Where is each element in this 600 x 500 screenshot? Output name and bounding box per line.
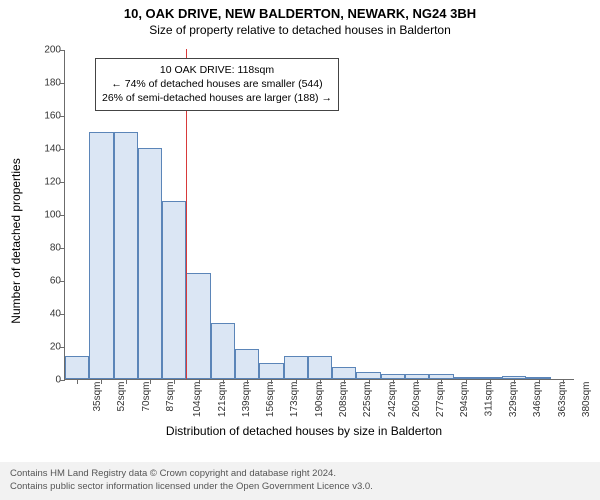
x-tick-label: 294sqm — [459, 382, 470, 418]
y-tick-mark — [60, 380, 65, 381]
x-tick-label: 104sqm — [192, 382, 203, 418]
y-tick-mark — [60, 116, 65, 117]
x-tick-label: 242sqm — [386, 382, 397, 418]
y-tick-label: 120 — [31, 177, 61, 188]
histogram-bar — [65, 356, 89, 379]
y-tick-mark — [60, 248, 65, 249]
x-tick-label: 380sqm — [581, 382, 592, 418]
x-tick-label: 173sqm — [289, 382, 300, 418]
footer-line2: Contains public sector information licen… — [10, 481, 590, 494]
x-tick-label: 70sqm — [141, 382, 152, 412]
annotation-line2: ← 74% of detached houses are smaller (54… — [102, 77, 332, 91]
x-tick-mark — [126, 379, 127, 384]
y-tick-mark — [60, 182, 65, 183]
x-tick-label: 277sqm — [435, 382, 446, 418]
x-tick-label: 363sqm — [556, 382, 567, 418]
y-tick-label: 40 — [31, 309, 61, 320]
x-tick-mark — [563, 379, 564, 384]
annotation-box: 10 OAK DRIVE: 118sqm ← 74% of detached h… — [95, 58, 339, 111]
histogram-bar — [308, 356, 332, 379]
histogram-bar — [114, 132, 138, 380]
histogram-bar — [284, 356, 308, 379]
y-axis-label: Number of detached properties — [9, 158, 23, 323]
chart-title: 10, OAK DRIVE, NEW BALDERTON, NEWARK, NG… — [0, 0, 600, 21]
histogram-bar — [259, 363, 283, 380]
x-tick-label: 190sqm — [313, 382, 324, 418]
histogram-bar — [162, 201, 186, 379]
x-tick-label: 156sqm — [265, 382, 276, 418]
y-tick-mark — [60, 50, 65, 51]
x-tick-mark — [174, 379, 175, 384]
y-tick-label: 200 — [31, 45, 61, 56]
y-tick-label: 140 — [31, 144, 61, 155]
x-tick-mark — [417, 379, 418, 384]
y-tick-label: 160 — [31, 111, 61, 122]
y-tick-mark — [60, 149, 65, 150]
y-tick-label: 60 — [31, 276, 61, 287]
histogram-bar — [138, 148, 162, 379]
footer-attribution: Contains HM Land Registry data © Crown c… — [0, 462, 600, 500]
x-tick-label: 139sqm — [241, 382, 252, 418]
x-tick-mark — [441, 379, 442, 384]
x-tick-mark — [320, 379, 321, 384]
x-tick-label: 225sqm — [362, 382, 373, 418]
x-tick-mark — [514, 379, 515, 384]
x-tick-mark — [344, 379, 345, 384]
y-tick-mark — [60, 215, 65, 216]
x-tick-label: 329sqm — [508, 382, 519, 418]
x-tick-label: 121sqm — [216, 382, 227, 418]
x-tick-label: 52sqm — [116, 382, 127, 412]
y-tick-mark — [60, 83, 65, 84]
x-tick-mark — [490, 379, 491, 384]
x-tick-label: 87sqm — [165, 382, 176, 412]
histogram-bar — [332, 367, 356, 379]
histogram-bar — [186, 273, 210, 379]
x-tick-mark — [77, 379, 78, 384]
y-tick-mark — [60, 281, 65, 282]
chart-subtitle: Size of property relative to detached ho… — [0, 21, 600, 37]
x-tick-mark — [466, 379, 467, 384]
x-tick-mark — [271, 379, 272, 384]
x-tick-label: 260sqm — [411, 382, 422, 418]
y-tick-label: 180 — [31, 78, 61, 89]
plot-area: 02040608010012014016018020035sqm52sqm70s… — [64, 50, 574, 380]
histogram-bar — [235, 349, 259, 379]
histogram-bar — [211, 323, 235, 379]
x-axis-label: Distribution of detached houses by size … — [166, 424, 442, 438]
x-tick-mark — [393, 379, 394, 384]
x-tick-label: 208sqm — [338, 382, 349, 418]
y-tick-label: 20 — [31, 342, 61, 353]
y-tick-mark — [60, 314, 65, 315]
x-tick-mark — [369, 379, 370, 384]
x-tick-mark — [539, 379, 540, 384]
histogram-bar — [89, 132, 113, 380]
x-tick-mark — [150, 379, 151, 384]
footer-line1: Contains HM Land Registry data © Crown c… — [10, 468, 590, 481]
x-tick-label: 35sqm — [92, 382, 103, 412]
x-tick-mark — [101, 379, 102, 384]
chart-container: Number of detached properties 0204060801… — [24, 44, 584, 438]
y-tick-label: 0 — [31, 375, 61, 386]
annotation-line3: 26% of semi-detached houses are larger (… — [102, 91, 332, 105]
x-tick-mark — [199, 379, 200, 384]
x-tick-mark — [223, 379, 224, 384]
x-tick-label: 311sqm — [483, 382, 494, 417]
y-tick-label: 80 — [31, 243, 61, 254]
x-tick-label: 346sqm — [532, 382, 543, 418]
x-tick-mark — [296, 379, 297, 384]
histogram-bar — [356, 372, 380, 379]
y-tick-mark — [60, 347, 65, 348]
x-tick-mark — [247, 379, 248, 384]
annotation-line1: 10 OAK DRIVE: 118sqm — [102, 63, 332, 77]
y-tick-label: 100 — [31, 210, 61, 221]
